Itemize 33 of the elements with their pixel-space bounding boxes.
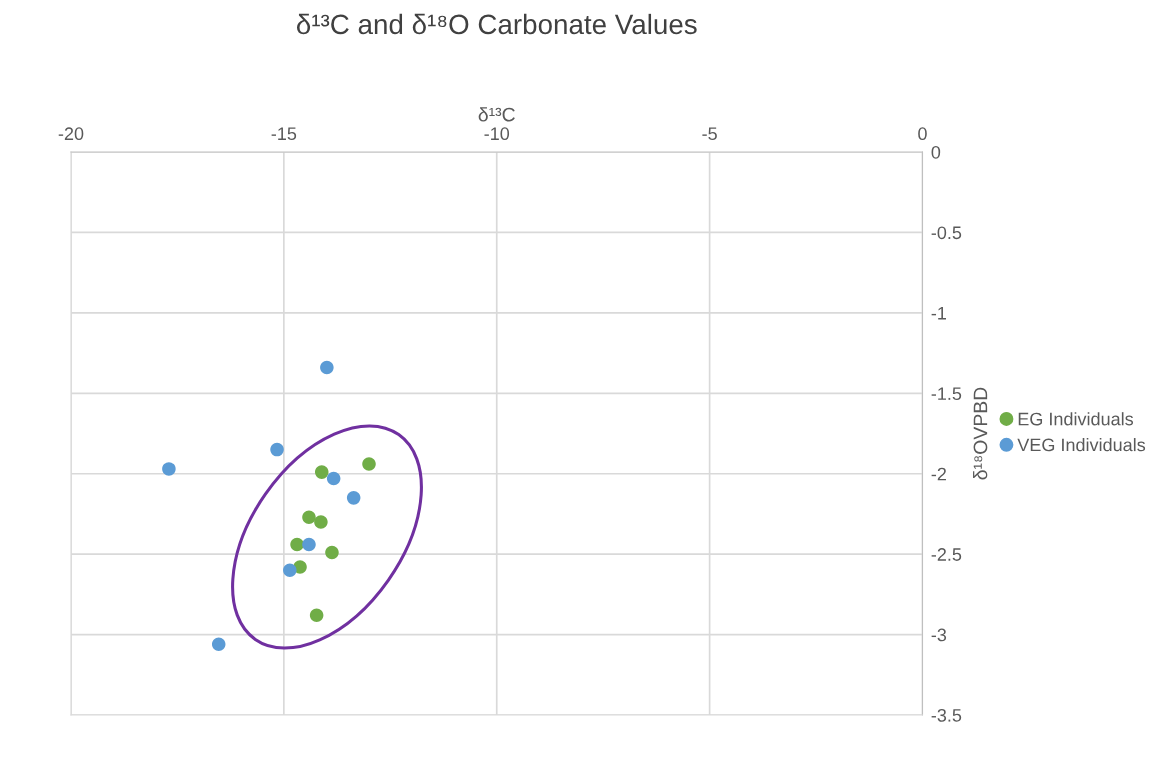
point	[290, 537, 304, 552]
point	[283, 563, 297, 578]
legend-label: EG Individuals	[1018, 412, 1134, 426]
point	[320, 360, 334, 375]
y-tick-label: -1.5	[931, 387, 962, 401]
x-tick-label: -15	[271, 127, 297, 141]
x-tick-label: -10	[484, 127, 510, 141]
x-tick-label: -20	[58, 127, 84, 141]
point	[346, 491, 361, 505]
point	[302, 537, 316, 552]
x-tick-label: 0	[918, 127, 927, 141]
chart-title: δ¹³C and δ¹⁸O Carbonate Values	[296, 13, 697, 35]
point	[270, 442, 284, 457]
point	[302, 510, 316, 524]
point	[325, 545, 339, 560]
point	[309, 608, 324, 623]
point	[362, 457, 376, 471]
y-tick-label: -2	[931, 467, 946, 481]
y-tick-label: -0.5	[931, 226, 962, 240]
point	[211, 637, 226, 652]
legend-label: VEG Individuals	[1017, 438, 1146, 452]
x-tick-label: -5	[702, 127, 717, 141]
point	[314, 515, 328, 529]
y-tick-label: -3	[931, 628, 947, 642]
y-axis-title: δ¹⁸OVPBD	[973, 387, 988, 480]
y-tick-label: -3.5	[931, 708, 962, 722]
point	[314, 465, 329, 479]
point	[162, 462, 176, 476]
point	[326, 471, 341, 486]
y-tick-label: 0	[931, 145, 941, 159]
y-tick-label: -1	[931, 306, 946, 320]
y-tick-label: -2.5	[931, 548, 962, 561]
x-axis-title: δ¹³C	[478, 107, 515, 122]
